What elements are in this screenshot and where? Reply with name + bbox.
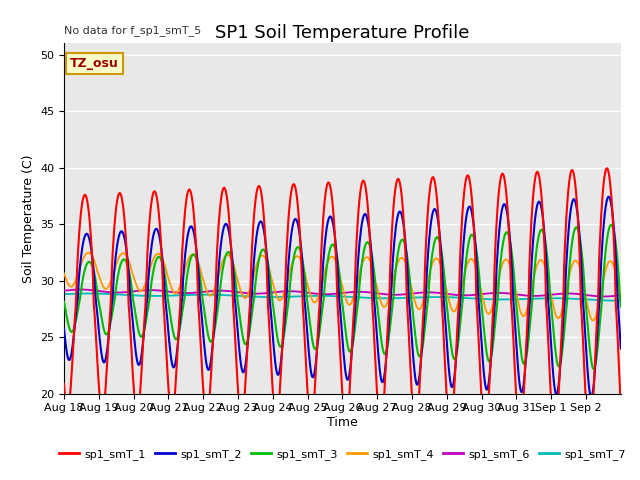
Text: No data for f_sp1_smT_5: No data for f_sp1_smT_5	[64, 25, 201, 36]
Title: SP1 Soil Temperature Profile: SP1 Soil Temperature Profile	[215, 24, 470, 42]
X-axis label: Time: Time	[327, 416, 358, 429]
Y-axis label: Soil Temperature (C): Soil Temperature (C)	[22, 154, 35, 283]
Text: TZ_osu: TZ_osu	[70, 57, 119, 70]
Legend: sp1_smT_1, sp1_smT_2, sp1_smT_3, sp1_smT_4, sp1_smT_6, sp1_smT_7: sp1_smT_1, sp1_smT_2, sp1_smT_3, sp1_smT…	[55, 444, 630, 465]
